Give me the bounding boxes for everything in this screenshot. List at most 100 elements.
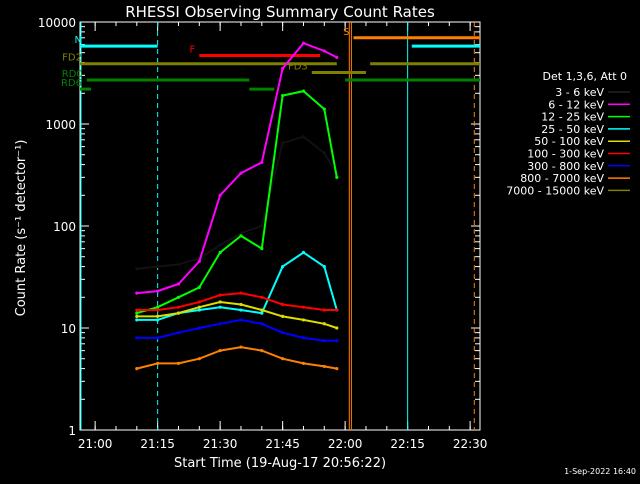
x-tick-label: 21:15 [140, 437, 175, 451]
data-point [176, 305, 181, 309]
data-point [197, 308, 201, 312]
x-tick-label: 21:45 [265, 437, 300, 451]
legend-entry-label: 100 - 300 keV [527, 148, 604, 161]
data-point [301, 361, 306, 365]
x-tick-label: 22:30 [453, 437, 488, 451]
data-point [239, 171, 243, 175]
data-point [260, 224, 264, 228]
x-tick-label: 22:15 [390, 437, 425, 451]
legend-entry-label: 800 - 7000 keV [520, 172, 604, 185]
x-axis-label: Start Time (19-Aug-17 20:56:22) [174, 456, 386, 471]
legend-entry-label: 6 - 12 keV [548, 98, 604, 111]
data-point [218, 300, 222, 304]
data-point [322, 151, 326, 155]
footer-timestamp: 1-Sep-2022 16:40 [564, 467, 636, 476]
data-point [156, 305, 160, 309]
data-point [135, 267, 139, 271]
data-point [260, 308, 264, 312]
series-line [136, 346, 337, 370]
legend-entry-label: 7000 - 15000 keV [506, 184, 604, 197]
data-point [156, 336, 160, 340]
legend-header: Det 1,3,6, Att 0 [543, 70, 627, 83]
data-point [335, 175, 339, 179]
x-tick-label: 21:30 [203, 437, 238, 451]
data-point [281, 141, 285, 145]
data-point [218, 293, 222, 297]
data-point [239, 318, 243, 322]
legend-entry-label: 50 - 100 keV [534, 135, 604, 148]
data-point [218, 193, 222, 197]
y-tick-label: 10000 [38, 16, 76, 30]
data-point [239, 345, 243, 349]
flag-label: F [190, 44, 196, 55]
y-tick-label: 10 [61, 322, 76, 336]
data-point [301, 336, 306, 340]
data-point [260, 322, 264, 326]
data-point [301, 89, 306, 93]
data-point [322, 322, 326, 326]
data-point [135, 311, 139, 315]
flag-label: S [343, 27, 349, 38]
legend-entry-label: 25 - 50 keV [541, 123, 604, 136]
data-point [156, 318, 160, 322]
data-point [218, 243, 222, 247]
data-point [135, 291, 139, 295]
data-point [197, 326, 201, 330]
data-point [197, 357, 201, 361]
data-point [135, 314, 139, 318]
data-point [322, 49, 326, 53]
data-point [197, 259, 201, 263]
data-point [281, 264, 285, 269]
data-point [260, 311, 264, 315]
data-point [301, 250, 306, 255]
data-point [135, 366, 139, 371]
data-point [176, 262, 181, 267]
data-point [197, 305, 201, 309]
data-point [322, 264, 326, 269]
data-point [176, 331, 181, 335]
data-point [335, 339, 339, 343]
data-point [322, 364, 326, 369]
data-point [176, 295, 181, 299]
data-point [156, 361, 160, 365]
plot-area [80, 22, 480, 430]
data-point [176, 282, 181, 286]
data-point [322, 107, 326, 111]
data-point [260, 160, 264, 165]
series-line [136, 300, 338, 329]
data-point [156, 264, 160, 269]
data-point [322, 308, 326, 312]
y-tick-label: 1 [68, 424, 76, 438]
flag-label: RD6 [61, 78, 82, 89]
series-line [136, 292, 337, 311]
data-point [218, 322, 222, 326]
y-tick-label: 100 [53, 220, 76, 234]
flag-label: N [75, 35, 82, 46]
data-point [239, 308, 243, 312]
legend-entry-label: 12 - 25 keV [541, 111, 604, 124]
data-point [335, 55, 339, 59]
data-point [322, 339, 326, 343]
data-point [156, 314, 160, 318]
legend-entry-label: 300 - 800 keV [527, 160, 604, 173]
y-tick-label: 1000 [45, 118, 76, 132]
series-line [136, 135, 338, 270]
data-point [281, 302, 285, 307]
data-point [156, 289, 160, 293]
data-point [156, 308, 160, 312]
data-point [281, 66, 285, 71]
data-point [335, 326, 339, 330]
data-point [335, 366, 339, 371]
data-point [239, 302, 243, 307]
series-line [136, 90, 338, 315]
data-point [281, 93, 285, 98]
data-point [260, 295, 264, 299]
data-point [301, 318, 306, 322]
data-point [335, 308, 339, 312]
data-point [239, 234, 243, 238]
data-point [218, 250, 222, 255]
data-point [135, 318, 139, 322]
data-point [135, 308, 139, 312]
